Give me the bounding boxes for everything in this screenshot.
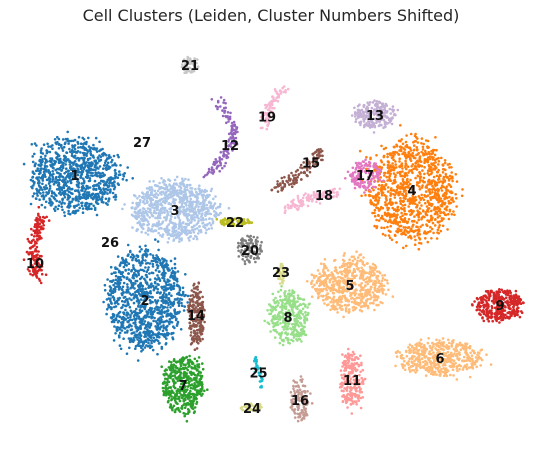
cluster-label-7: 7: [178, 379, 187, 394]
labels-layer: 1234567891011121314151617181920212223242…: [26, 59, 505, 417]
cluster-14-points: [186, 281, 206, 352]
cluster-label-13: 13: [366, 109, 384, 124]
cluster-label-19: 19: [258, 111, 276, 126]
cluster-1-points: [22, 130, 134, 218]
cluster-label-24: 24: [243, 402, 261, 417]
cluster-label-9: 9: [495, 299, 504, 314]
cluster-9-points: [470, 288, 525, 324]
cluster-label-16: 16: [291, 394, 309, 409]
cluster-7-points: [160, 354, 209, 423]
cluster-5-points: [305, 250, 395, 319]
cluster-label-3: 3: [170, 204, 179, 219]
cluster-11-points: [338, 347, 367, 415]
cluster-label-4: 4: [407, 184, 416, 199]
cluster-label-20: 20: [241, 244, 259, 259]
cluster-label-1: 1: [70, 169, 79, 184]
cluster-10-points: [22, 205, 51, 285]
cluster-label-6: 6: [435, 352, 444, 367]
cluster-label-17: 17: [356, 169, 374, 184]
cluster-6-points: [394, 337, 493, 381]
cluster-4-points: [357, 124, 464, 251]
cluster-18-points: [283, 187, 342, 214]
cluster-label-26: 26: [101, 236, 119, 251]
cluster-label-8: 8: [283, 311, 292, 326]
cluster-label-18: 18: [315, 189, 333, 204]
cluster-21-points: [180, 55, 200, 74]
cluster-16-points: [289, 375, 314, 423]
cluster-25-points: [253, 355, 264, 389]
cluster-label-12: 12: [221, 139, 239, 154]
cluster-23-points: [275, 262, 286, 285]
chart-title: Cell Clusters (Leiden, Cluster Numbers S…: [82, 6, 460, 25]
cluster-label-2: 2: [140, 294, 149, 309]
cluster-label-11: 11: [343, 374, 361, 389]
cluster-20-points: [236, 234, 264, 266]
cluster-15-points: [270, 148, 324, 193]
cluster-label-21: 21: [181, 59, 199, 74]
cluster-label-27: 27: [133, 136, 151, 151]
cluster-label-10: 10: [26, 257, 44, 272]
cluster-17-points: [344, 158, 385, 194]
cluster-label-22: 22: [226, 216, 244, 231]
cluster-label-14: 14: [187, 309, 205, 324]
cluster-3-points: [121, 175, 231, 244]
cluster-label-15: 15: [302, 157, 320, 172]
cluster-22-points: [215, 216, 254, 228]
points-layer: [22, 55, 525, 423]
cluster-12-points: [202, 96, 239, 179]
cluster-label-5: 5: [345, 279, 354, 294]
cluster-19-points: [259, 85, 290, 131]
cluster-8-points: [263, 285, 311, 347]
cluster-2-points: [102, 238, 190, 362]
cluster-label-25: 25: [249, 367, 267, 382]
cluster-13-points: [350, 99, 400, 134]
cluster-label-23: 23: [272, 266, 290, 281]
cluster-24-points: [239, 402, 263, 413]
